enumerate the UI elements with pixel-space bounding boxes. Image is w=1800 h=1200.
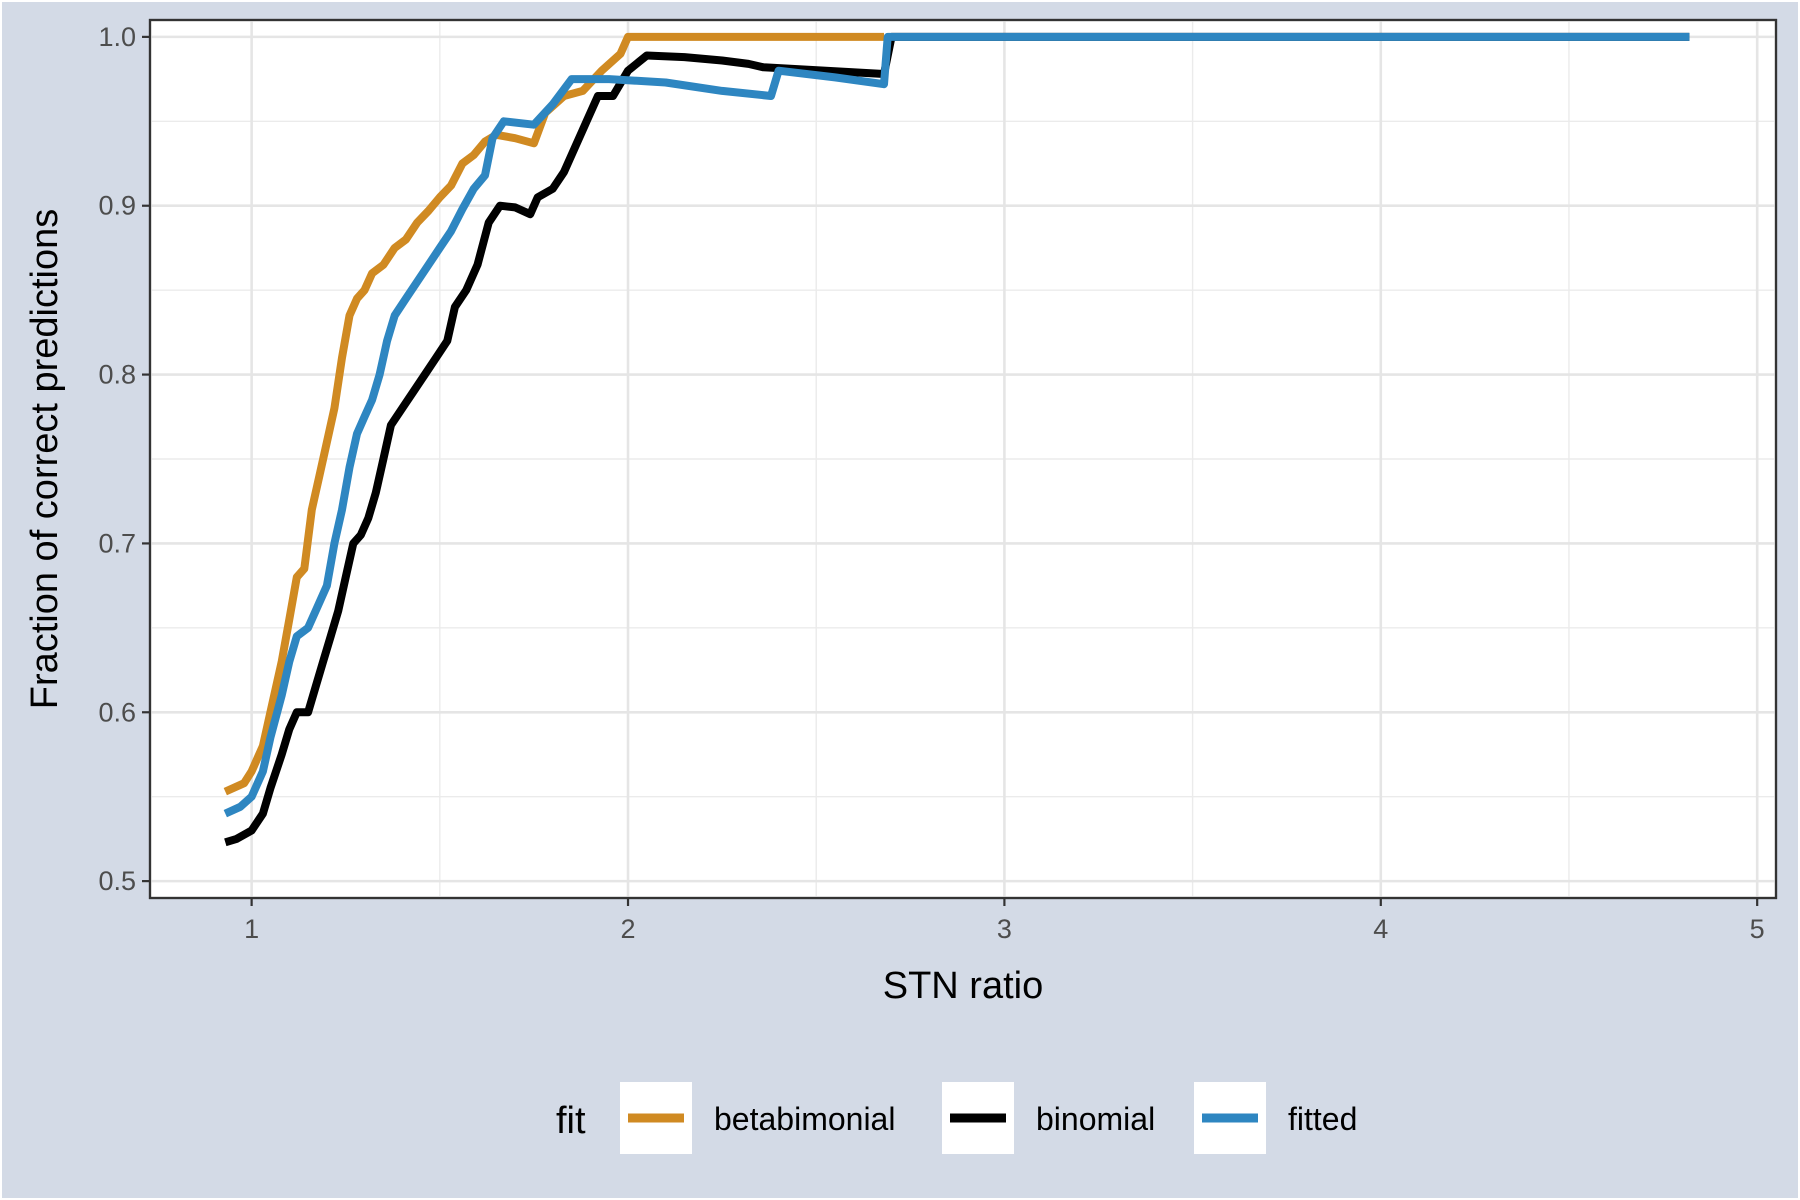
grid-major: [150, 20, 1776, 898]
x-axis-ticks: 1 2 3 4 5: [244, 898, 1765, 944]
series-line-fitted: [223, 32, 1690, 818]
x-axis-title: STN ratio: [883, 965, 1043, 1007]
y-axis-title: Fraction of correct predictions: [24, 209, 66, 710]
x-tick-label: 5: [1750, 914, 1765, 944]
series-layer: [223, 32, 1690, 847]
y-tick-label: 0.8: [98, 360, 136, 390]
series-line-binomial: [224, 32, 1690, 847]
legend-title: fit: [556, 1100, 586, 1142]
legend-label-betabimonial: betabimonial: [714, 1101, 895, 1137]
legend-label-binomial: binomial: [1036, 1101, 1155, 1137]
x-tick-label: 2: [620, 914, 635, 944]
x-tick-label: 3: [997, 914, 1012, 944]
y-axis-ticks: 0.5 0.6 0.7 0.8 0.9 1.0: [98, 22, 150, 896]
legend-label-fitted: fitted: [1288, 1101, 1357, 1137]
y-tick-label: 0.5: [98, 866, 136, 896]
grid-minor: [150, 20, 1776, 898]
plot-panel-border: [148, 18, 1778, 900]
y-tick-label: 0.9: [98, 191, 136, 221]
x-tick-label: 1: [244, 914, 259, 944]
legend: fit betabimonial binomial fitted: [556, 1082, 1357, 1154]
y-tick-label: 0.6: [98, 697, 136, 727]
x-tick-label: 4: [1373, 914, 1388, 944]
y-tick-label: 1.0: [98, 22, 136, 52]
y-tick-label: 0.7: [98, 528, 136, 558]
